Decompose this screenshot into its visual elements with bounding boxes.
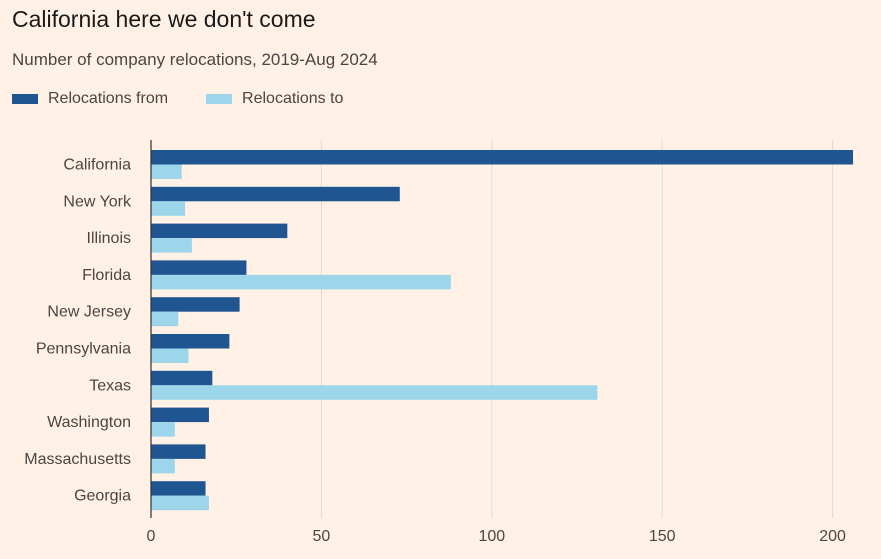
- chart-subtitle: Number of company relocations, 2019-Aug …: [12, 50, 378, 69]
- category-label: Georgia: [74, 488, 131, 505]
- bar-relocations-from: [151, 334, 230, 349]
- bar-relocations-to: [151, 311, 179, 327]
- bar-relocations-to: [151, 495, 209, 511]
- bar-relocations-from: [151, 150, 854, 165]
- chart-title: California here we don't come: [12, 6, 316, 32]
- category-label: Washington: [47, 414, 131, 431]
- bar-relocations-to: [151, 201, 186, 216]
- category-label: Pennsylvania: [36, 341, 131, 358]
- x-tick-label: 0: [147, 528, 156, 545]
- category-label: California: [63, 157, 131, 174]
- x-tick-label: 50: [313, 528, 331, 545]
- legend-label-to: Relocations to: [242, 90, 344, 107]
- bar-relocations-to: [151, 238, 192, 253]
- bar-relocations-from: [151, 297, 240, 312]
- legend-swatch-to: [206, 94, 233, 104]
- bar-relocations-to: [151, 348, 189, 363]
- bar-relocations-to: [151, 458, 175, 474]
- bar-relocations-from: [151, 444, 206, 459]
- legend-swatch-from: [12, 94, 38, 104]
- bar-relocations-to: [151, 274, 451, 290]
- category-label: Illinois: [87, 230, 131, 247]
- x-tick-label: 200: [819, 528, 846, 545]
- bar-relocations-from: [151, 223, 288, 239]
- bar-relocations-from: [151, 260, 247, 275]
- category-label: Texas: [89, 377, 131, 394]
- bar-relocations-to: [151, 385, 598, 400]
- x-tick-label: 150: [649, 528, 676, 545]
- bar-relocations-from: [151, 481, 206, 496]
- category-label: Massachusetts: [24, 451, 131, 468]
- bar-relocations-from: [151, 370, 213, 386]
- legend-item-from: Relocations from: [12, 90, 168, 108]
- bar-relocations-to: [151, 422, 175, 437]
- legend-item-to: Relocations to: [206, 90, 343, 108]
- category-label: New York: [63, 193, 132, 210]
- bar-relocations-from: [151, 407, 209, 423]
- bar-relocations-from: [151, 186, 400, 202]
- category-label: New Jersey: [47, 304, 131, 321]
- legend: Relocations from Relocations to: [12, 90, 381, 108]
- x-tick-label: 100: [478, 528, 505, 545]
- category-label: Florida: [82, 267, 131, 284]
- bar-relocations-to: [151, 164, 182, 179]
- legend-label-from: Relocations from: [48, 90, 169, 107]
